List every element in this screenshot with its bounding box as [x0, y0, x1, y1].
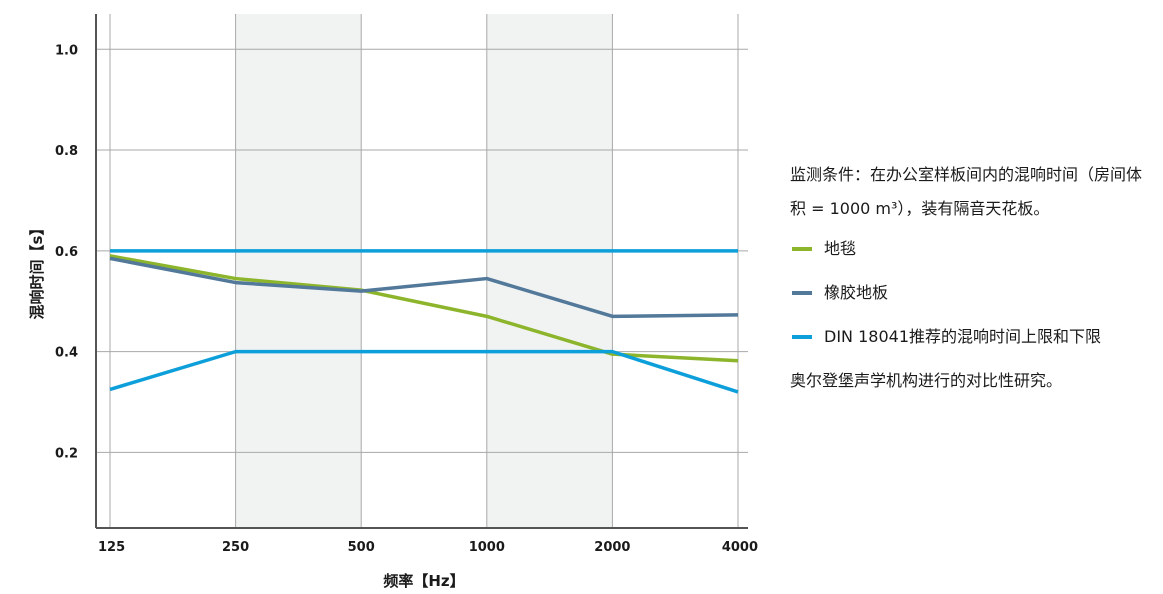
y-tick-label-0.8: 0.8 [55, 144, 78, 159]
tick-labels: 0.2 0.4 0.6 0.8 1.0 125 250 500 1000 2000 4000 [55, 43, 758, 555]
legend-label-carpet: 地毯 [824, 239, 857, 258]
legend-swatch-carpet [792, 247, 812, 251]
y-axis-title: 混响时间【s】 [28, 221, 46, 320]
x-axis-title: 频率【Hz】 [383, 572, 464, 590]
test-condition-text: 监测条件：在办公室样板间内的混响时间（房间体积 = 1000 m³），装有隔音天… [790, 165, 1143, 218]
x-tick-label-4000: 4000 [722, 540, 758, 555]
legend-label-rubber-floor: 橡胶地板 [824, 283, 889, 302]
y-tick-label-1.0: 1.0 [55, 43, 78, 58]
series-line-carpet [109, 254, 739, 363]
axes [95, 14, 748, 529]
legend: 监测条件：在办公室样板间内的混响时间（房间体积 = 1000 m³），装有隔音天… [790, 158, 1150, 398]
legend-label-din-limits: DIN 18041推荐的混响时间上限和下限 [824, 327, 1101, 346]
legend-item-carpet: 地毯 [790, 232, 1150, 266]
series-line-din-lower [109, 349, 739, 394]
shaded-band-0 [235, 14, 362, 528]
series-lines [109, 249, 739, 394]
y-tick-label-0.2: 0.2 [55, 446, 78, 461]
series-line-rubber-floor [109, 256, 739, 319]
shaded-band-1 [486, 14, 613, 528]
x-tick-label-125: 125 [98, 540, 125, 555]
x-tick-label-2000: 2000 [594, 540, 630, 555]
study-note: 奥尔登堡声学机构进行的对比性研究。 [790, 371, 1063, 390]
reverberation-chart: 0.2 0.4 0.6 0.8 1.0 125 250 500 1000 2000 4000 频率【… [28, 14, 758, 590]
x-tick-label-1000: 1000 [469, 540, 505, 555]
y-tick-label-0.4: 0.4 [55, 346, 78, 361]
x-tick-label-250: 250 [222, 540, 249, 555]
shaded-bands [235, 14, 613, 528]
legend-item-din-limits: DIN 18041推荐的混响时间上限和下限 [790, 320, 1150, 354]
y-tick-label-0.6: 0.6 [55, 245, 78, 260]
legend-swatch-din-limits [792, 335, 812, 339]
legend-swatch-rubber-floor [792, 291, 812, 295]
x-tick-label-500: 500 [348, 540, 375, 555]
legend-item-rubber-floor: 橡胶地板 [790, 276, 1150, 310]
